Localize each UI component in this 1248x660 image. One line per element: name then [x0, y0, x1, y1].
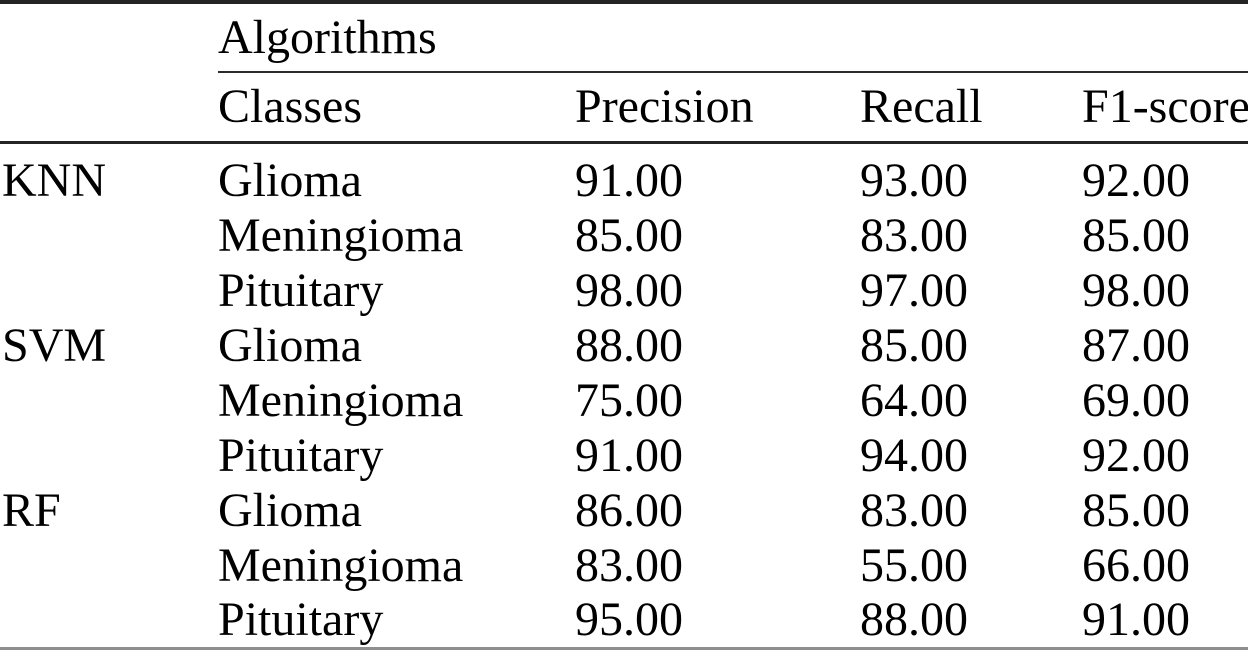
blank-header-cell [0, 72, 218, 144]
algorithm-cell [0, 208, 218, 263]
precision-cell: 85.00 [575, 208, 683, 262]
class-cell: Glioma [218, 318, 362, 372]
f1-score-cell: 85.00 [1082, 483, 1190, 537]
table-row: Meningioma 83.00 55.00 66.00 [0, 538, 1248, 593]
recall-cell: 55.00 [860, 538, 968, 592]
class-cell: Meningioma [218, 208, 464, 262]
f1-score-cell: 66.00 [1082, 538, 1190, 592]
algorithm-cell [0, 538, 218, 593]
table-row: Meningioma 75.00 64.00 69.00 [0, 373, 1248, 428]
col-header-f1-score: F1-score [1082, 72, 1248, 144]
class-cell: Pituitary [218, 428, 384, 482]
recall-cell: 64.00 [860, 373, 968, 427]
recall-cell: 83.00 [860, 208, 968, 262]
table-row: Pituitary 91.00 94.00 92.00 [0, 428, 1248, 483]
precision-cell: 86.00 [575, 483, 683, 537]
precision-cell: 83.00 [575, 538, 683, 592]
class-cell: Pituitary [218, 592, 384, 646]
class-cell: Pituitary [218, 263, 384, 317]
f1-score-cell: 87.00 [1082, 318, 1190, 372]
recall-cell: 85.00 [860, 318, 968, 372]
recall-cell: 93.00 [860, 154, 968, 208]
f1-score-cell: 91.00 [1082, 592, 1190, 646]
class-cell: Glioma [218, 483, 362, 537]
col-header-recall: Recall [860, 72, 1082, 144]
table-body: KNN Glioma 91.00 93.00 92.00 Meningioma … [0, 142, 1248, 648]
algorithm-cell [0, 373, 218, 428]
precision-cell: 98.00 [575, 263, 683, 317]
class-cell: Meningioma [218, 538, 464, 592]
f1-score-cell: 69.00 [1082, 373, 1190, 427]
algorithm-cell [0, 428, 218, 483]
table-row: Meningioma 85.00 83.00 85.00 [0, 208, 1248, 263]
class-cell: Glioma [218, 154, 362, 208]
table-row: Pituitary 98.00 97.00 98.00 [0, 263, 1248, 318]
algorithm-cell: KNN [2, 154, 106, 208]
col-header-classes: Classes [218, 72, 575, 144]
algorithm-cell [0, 593, 218, 648]
group-header-row: Algorithms [0, 2, 1248, 73]
precision-cell: 75.00 [575, 373, 683, 427]
blank-corner-cell [0, 2, 218, 72]
column-header-row: Classes Precision Recall F1-score [0, 72, 1248, 144]
algorithm-cell [0, 263, 218, 318]
table-row: RF Glioma 86.00 83.00 85.00 [0, 483, 1248, 538]
precision-cell: 91.00 [575, 154, 683, 208]
table-row: Pituitary 95.00 88.00 91.00 [0, 593, 1248, 648]
col-header-precision: Precision [575, 72, 860, 144]
algorithm-cell: SVM [2, 318, 107, 372]
recall-cell: 83.00 [860, 483, 968, 537]
precision-cell: 91.00 [575, 428, 683, 482]
table-row: KNN Glioma 91.00 93.00 92.00 [0, 142, 1248, 208]
recall-cell: 97.00 [860, 263, 968, 317]
recall-cell: 88.00 [860, 592, 968, 646]
algorithms-group-header: Algorithms [218, 2, 1248, 73]
f1-score-cell: 92.00 [1082, 428, 1190, 482]
algorithm-cell: RF [2, 483, 61, 537]
f1-score-cell: 98.00 [1082, 263, 1190, 317]
f1-score-cell: 85.00 [1082, 208, 1190, 262]
class-cell: Meningioma [218, 373, 464, 427]
recall-cell: 94.00 [860, 428, 968, 482]
precision-cell: 88.00 [575, 318, 683, 372]
precision-cell: 95.00 [575, 592, 683, 646]
table-row: SVM Glioma 88.00 85.00 87.00 [0, 318, 1248, 373]
f1-score-cell: 92.00 [1082, 154, 1190, 208]
